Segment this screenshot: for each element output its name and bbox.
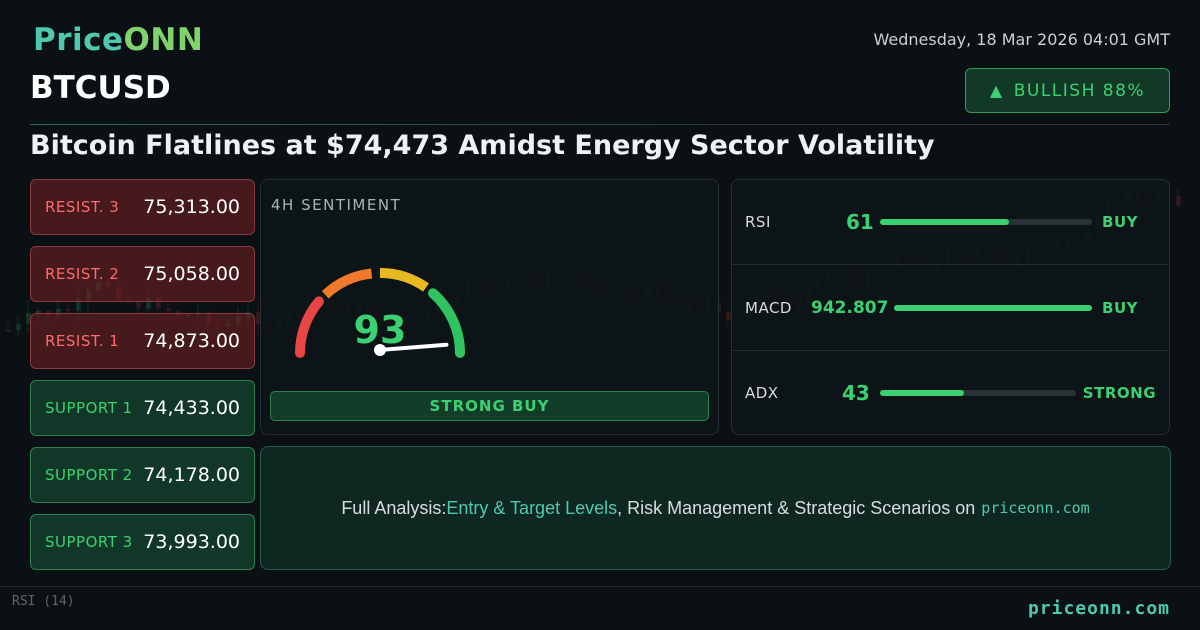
level-label: RESIST. 1 — [45, 332, 120, 350]
bg-candle-body — [1176, 195, 1181, 206]
level-value: 75,058.00 — [143, 263, 240, 285]
level-resist-1: RESIST. 1 74,873.00 — [30, 313, 255, 369]
indicator-fill — [880, 389, 965, 396]
level-label: RESIST. 3 — [45, 198, 120, 216]
level-support-2: SUPPORT 2 74,178.00 — [30, 447, 255, 503]
sentiment-verdict: STRONG BUY — [270, 391, 709, 421]
indicator-value: 61 — [846, 209, 874, 234]
indicator-fill — [880, 218, 1010, 225]
indicator-value: 942.807 — [811, 297, 889, 318]
indicator-name: MACD — [745, 298, 792, 317]
indicator-signal: BUY — [1102, 212, 1138, 231]
level-support-1: SUPPORT 1 74,433.00 — [30, 380, 255, 436]
header-divider — [30, 124, 1170, 125]
bg-candle-body — [166, 308, 171, 312]
gauge-hub — [374, 344, 386, 356]
bg-candle-body — [76, 299, 81, 311]
level-support-3: SUPPORT 3 73,993.00 — [30, 514, 255, 570]
level-value: 75,313.00 — [143, 196, 240, 218]
sentiment-gauge: 93 — [295, 267, 465, 358]
level-resist-3: RESIST. 3 75,313.00 — [30, 179, 255, 235]
bg-candle-body — [156, 297, 161, 309]
indicator-track — [880, 218, 1092, 225]
bg-candle-body — [726, 312, 731, 321]
bg-candle-body — [26, 313, 31, 324]
footer-site-link[interactable]: priceonn.com — [1027, 598, 1170, 619]
footer-divider — [0, 586, 1200, 587]
indicator-track — [894, 304, 1092, 311]
bg-candle-body — [36, 311, 41, 314]
cta-highlight: Entry & Target Levels — [446, 497, 618, 518]
indicator-track — [880, 389, 1076, 396]
indicator-divider — [731, 264, 1170, 265]
bg-candle-body — [256, 311, 261, 325]
level-value: 74,433.00 — [143, 397, 240, 419]
level-label: SUPPORT 2 — [45, 466, 133, 484]
ticker-symbol: BTCUSD — [30, 70, 171, 106]
bias-label: BULLISH 88% — [1013, 80, 1146, 101]
sentiment-title: 4H SENTIMENT — [271, 196, 402, 214]
indicator-value: 43 — [842, 380, 870, 405]
indicator-name: RSI — [745, 212, 771, 231]
bg-candle-body — [146, 297, 151, 309]
indicator-fill — [894, 304, 1092, 311]
indicator-divider — [731, 350, 1170, 351]
bg-candle-body — [136, 301, 141, 309]
priceonn-logo: PriceONN — [33, 22, 204, 58]
cta-site-link[interactable]: priceonn.com — [981, 499, 1090, 517]
gauge-arc-red — [295, 296, 324, 358]
triangle-up-icon: ▲ — [989, 81, 1004, 100]
gauge-needle — [378, 342, 449, 352]
bg-candle-body — [66, 308, 71, 311]
bg-candle-body — [6, 330, 11, 332]
level-label: SUPPORT 1 — [45, 399, 133, 417]
bg-candle-body — [16, 323, 21, 331]
level-value: 74,873.00 — [143, 330, 240, 352]
level-value: 74,178.00 — [143, 464, 240, 486]
bg-candle-body — [56, 308, 61, 316]
cta-prefix: Full Analysis: — [341, 497, 447, 518]
background-rsi-label: RSI (14) — [12, 594, 75, 609]
indicator-name: ADX — [745, 383, 779, 402]
level-label: SUPPORT 3 — [45, 533, 133, 551]
indicator-adx: ADX 43 STRONG — [731, 350, 1170, 435]
level-label: RESIST. 2 — [45, 265, 120, 283]
timestamp: Wednesday, 18 Mar 2026 04:01 GMT — [873, 30, 1171, 49]
indicator-signal: STRONG — [1082, 383, 1156, 402]
indicator-signal: BUY — [1102, 298, 1138, 317]
full-analysis-banner[interactable]: Full Analysis: Entry & Target Levels, Ri… — [260, 446, 1171, 570]
gauge-arc-yellow — [379, 267, 429, 292]
level-value: 73,993.00 — [143, 531, 240, 553]
bias-badge: ▲ BULLISH 88% — [965, 68, 1170, 113]
indicator-macd: MACD 942.807 BUY — [731, 265, 1170, 350]
headline: Bitcoin Flatlines at $74,473 Amidst Ener… — [30, 130, 935, 161]
level-resist-2: RESIST. 2 75,058.00 — [30, 246, 255, 302]
gauge-arc-orange — [321, 268, 373, 299]
gauge-arc-green — [428, 288, 465, 358]
indicator-rsi: RSI 61 BUY — [731, 179, 1170, 264]
cta-middle: , Risk Management & Strategic Scenarios … — [617, 497, 976, 518]
